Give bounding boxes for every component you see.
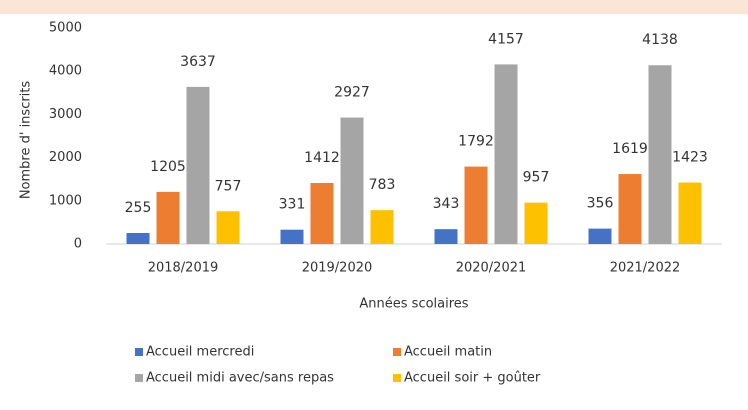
data-label: 957 (523, 170, 550, 186)
bar (340, 117, 364, 244)
bar (126, 232, 150, 244)
data-label: 757 (215, 178, 242, 194)
bar (494, 64, 518, 244)
bar (588, 228, 612, 244)
bar (310, 183, 334, 244)
legend-label: Accueil soir + goûter (404, 371, 541, 386)
bar (434, 229, 458, 244)
x-tick-label: 2018/2019 (148, 261, 219, 276)
data-label: 255 (125, 200, 152, 216)
bar (156, 191, 180, 244)
legend-label: Accueil mercredi (146, 345, 254, 360)
data-label: 4157 (488, 31, 524, 47)
legend-label: Accueil midi avec/sans repas (146, 371, 334, 386)
bar (618, 174, 642, 244)
y-tick-label: 2000 (49, 150, 82, 165)
data-label: 343 (433, 196, 460, 212)
bar (186, 86, 210, 245)
x-tick-label: 2019/2020 (302, 261, 373, 276)
legend-label: Accueil matin (404, 345, 492, 360)
y-axis-label: Nombre d' inscrits (19, 81, 34, 200)
y-tick-label: 1000 (49, 193, 82, 208)
data-label: 1412 (304, 150, 340, 166)
x-tick-label: 2020/2021 (456, 261, 527, 276)
data-label: 783 (369, 177, 396, 193)
bar (524, 202, 548, 244)
data-label: 331 (279, 197, 306, 213)
data-label: 4138 (642, 32, 678, 48)
bar (280, 229, 304, 244)
bar (648, 65, 672, 244)
data-label: 1619 (612, 141, 648, 157)
bar (678, 182, 702, 244)
y-tick-label: 3000 (49, 107, 82, 122)
bar (370, 210, 394, 244)
bar (464, 166, 488, 244)
legend-swatch (393, 374, 401, 382)
legend-swatch (135, 348, 143, 356)
y-tick-label: 5000 (49, 21, 82, 36)
y-tick-label: 0 (74, 237, 82, 252)
data-label: 2927 (334, 85, 370, 101)
header-band (0, 0, 748, 14)
data-label: 356 (587, 196, 614, 212)
data-label: 1792 (458, 134, 494, 150)
data-label: 1205 (150, 159, 186, 175)
legend-swatch (135, 374, 143, 382)
data-label: 3637 (180, 54, 216, 70)
data-label: 1423 (672, 150, 708, 166)
y-tick-label: 4000 (49, 64, 82, 79)
bar (216, 211, 240, 244)
x-tick-label: 2021/2022 (610, 261, 681, 276)
x-axis-label: Années scolaires (359, 297, 468, 312)
legend-swatch (393, 348, 401, 356)
